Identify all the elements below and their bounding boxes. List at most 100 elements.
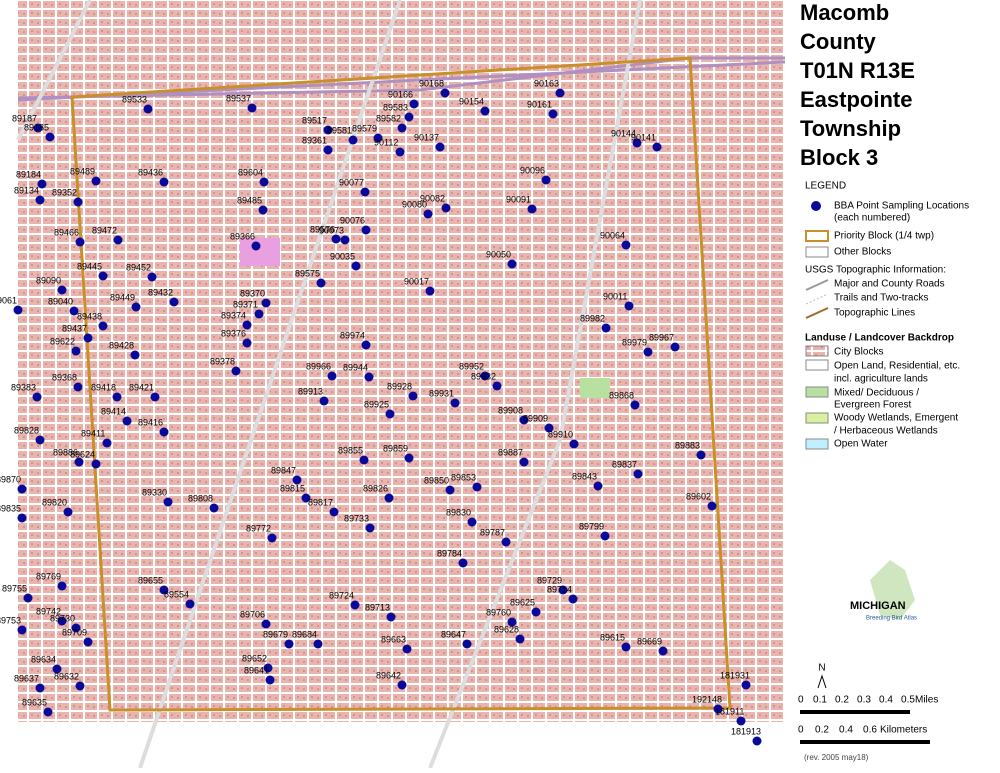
sampling-point bbox=[313, 639, 323, 649]
point-label: 89634 bbox=[31, 654, 56, 664]
sampling-point bbox=[130, 350, 140, 360]
scale-tick-label: 0.2 bbox=[815, 725, 829, 736]
point-label: 89966 bbox=[306, 361, 331, 371]
legend-swatch bbox=[805, 438, 829, 450]
sampling-point bbox=[91, 176, 101, 186]
legend-swatch bbox=[805, 293, 829, 305]
sampling-point bbox=[472, 482, 482, 492]
point-label: 89134 bbox=[14, 185, 39, 195]
point-label: 89932 bbox=[471, 371, 496, 381]
legend-text: USGS Topographic Information: bbox=[805, 265, 946, 276]
point-label: 89925 bbox=[364, 399, 389, 409]
sampling-point bbox=[73, 197, 83, 207]
point-label: 89452 bbox=[126, 262, 151, 272]
point-label: 89637 bbox=[14, 673, 39, 683]
north-label: N bbox=[818, 663, 825, 674]
point-label: 89432 bbox=[148, 287, 173, 297]
point-label: 89820 bbox=[42, 497, 67, 507]
point-label: 89632 bbox=[54, 671, 79, 681]
point-label: 89378 bbox=[210, 356, 235, 366]
legend-text: Evergreen Forest bbox=[834, 400, 911, 411]
sampling-point bbox=[507, 617, 517, 627]
point-label: 89799 bbox=[579, 521, 604, 531]
sampling-point bbox=[35, 195, 45, 205]
north-arrow: N bbox=[817, 663, 827, 689]
point-label: 90096 bbox=[520, 165, 545, 175]
point-label: 90141 bbox=[631, 132, 656, 142]
sampling-point bbox=[102, 438, 112, 448]
point-label: 90077 bbox=[339, 177, 364, 187]
point-label: 89883 bbox=[675, 440, 700, 450]
legend-text: Major and County Roads bbox=[834, 279, 945, 290]
point-label: 89642 bbox=[376, 670, 401, 680]
sampling-points: 89533 89537 90166 89583 90168 90154 90161 90163… bbox=[0, 78, 762, 746]
open-land bbox=[18, 722, 785, 768]
sampling-point bbox=[365, 523, 375, 533]
point-label: 89706 bbox=[240, 609, 265, 619]
sampling-point bbox=[386, 612, 396, 622]
sampling-point bbox=[519, 457, 529, 467]
sampling-point bbox=[548, 109, 558, 119]
point-label: 89835 bbox=[0, 503, 21, 513]
point-label: 89421 bbox=[129, 382, 154, 392]
point-label: 89830 bbox=[446, 507, 471, 517]
sampling-point bbox=[652, 142, 662, 152]
sampling-point bbox=[122, 416, 132, 426]
point-label: 89910 bbox=[548, 429, 573, 439]
sampling-point bbox=[713, 704, 723, 714]
sampling-point bbox=[445, 485, 455, 495]
point-label: 89859 bbox=[383, 443, 408, 453]
point-label: 89684 bbox=[292, 629, 317, 639]
sampling-point bbox=[350, 600, 360, 610]
point-label: 89713 bbox=[365, 602, 390, 612]
point-label: 89624 bbox=[70, 449, 95, 459]
sampling-point bbox=[501, 537, 511, 547]
sampling-point bbox=[361, 340, 371, 350]
point-label: 89850 bbox=[424, 475, 449, 485]
sampling-point bbox=[23, 593, 33, 603]
point-label: 89928 bbox=[387, 381, 412, 391]
point-label: 89772 bbox=[246, 523, 271, 533]
scale-tick-label: 0.3 bbox=[857, 695, 871, 706]
sampling-point bbox=[150, 392, 160, 402]
point-label: 89887 bbox=[498, 447, 523, 457]
point-label: 89575 bbox=[295, 268, 320, 278]
point-label: 89581 bbox=[327, 125, 352, 135]
sampling-point bbox=[159, 177, 169, 187]
sampling-point bbox=[441, 203, 451, 213]
sampling-point bbox=[741, 680, 751, 690]
forest-area bbox=[580, 378, 610, 398]
scale-tick-label: 0 bbox=[798, 725, 804, 736]
scale-tick-label: 0.2 bbox=[835, 695, 849, 706]
point-label: 90144 bbox=[611, 128, 636, 138]
sampling-point bbox=[98, 271, 108, 281]
point-label: 89370 bbox=[240, 288, 265, 298]
point-label: 90076 bbox=[340, 215, 365, 225]
point-label: 89576 bbox=[310, 224, 335, 234]
point-label: 89944 bbox=[343, 362, 368, 372]
map-area bbox=[16, 0, 786, 769]
point-label: 89641 bbox=[244, 665, 269, 675]
sampling-point bbox=[360, 187, 370, 197]
point-label: 89554 bbox=[164, 589, 189, 599]
point-label: 89647 bbox=[441, 629, 466, 639]
legend-swatch bbox=[805, 279, 829, 291]
sampling-point bbox=[83, 333, 93, 343]
legend-text: Open Water bbox=[834, 439, 888, 450]
point-label: 89628 bbox=[494, 624, 519, 634]
point-label: 89622 bbox=[50, 336, 75, 346]
point-label: 89760 bbox=[486, 607, 511, 617]
sampling-point bbox=[331, 234, 341, 244]
point-label: 89826 bbox=[363, 483, 388, 493]
point-label: 89418 bbox=[91, 382, 116, 392]
point-label: 89368 bbox=[52, 372, 77, 382]
point-label: 89061 bbox=[0, 295, 17, 305]
sampling-point bbox=[254, 309, 264, 319]
point-label: 89371 bbox=[233, 299, 258, 309]
point-label: 89185 bbox=[24, 122, 49, 132]
point-label: 89361 bbox=[302, 135, 327, 145]
sampling-point bbox=[480, 371, 490, 381]
sampling-point bbox=[35, 435, 45, 445]
point-label: 89730 bbox=[50, 613, 75, 623]
sampling-point bbox=[329, 507, 339, 517]
